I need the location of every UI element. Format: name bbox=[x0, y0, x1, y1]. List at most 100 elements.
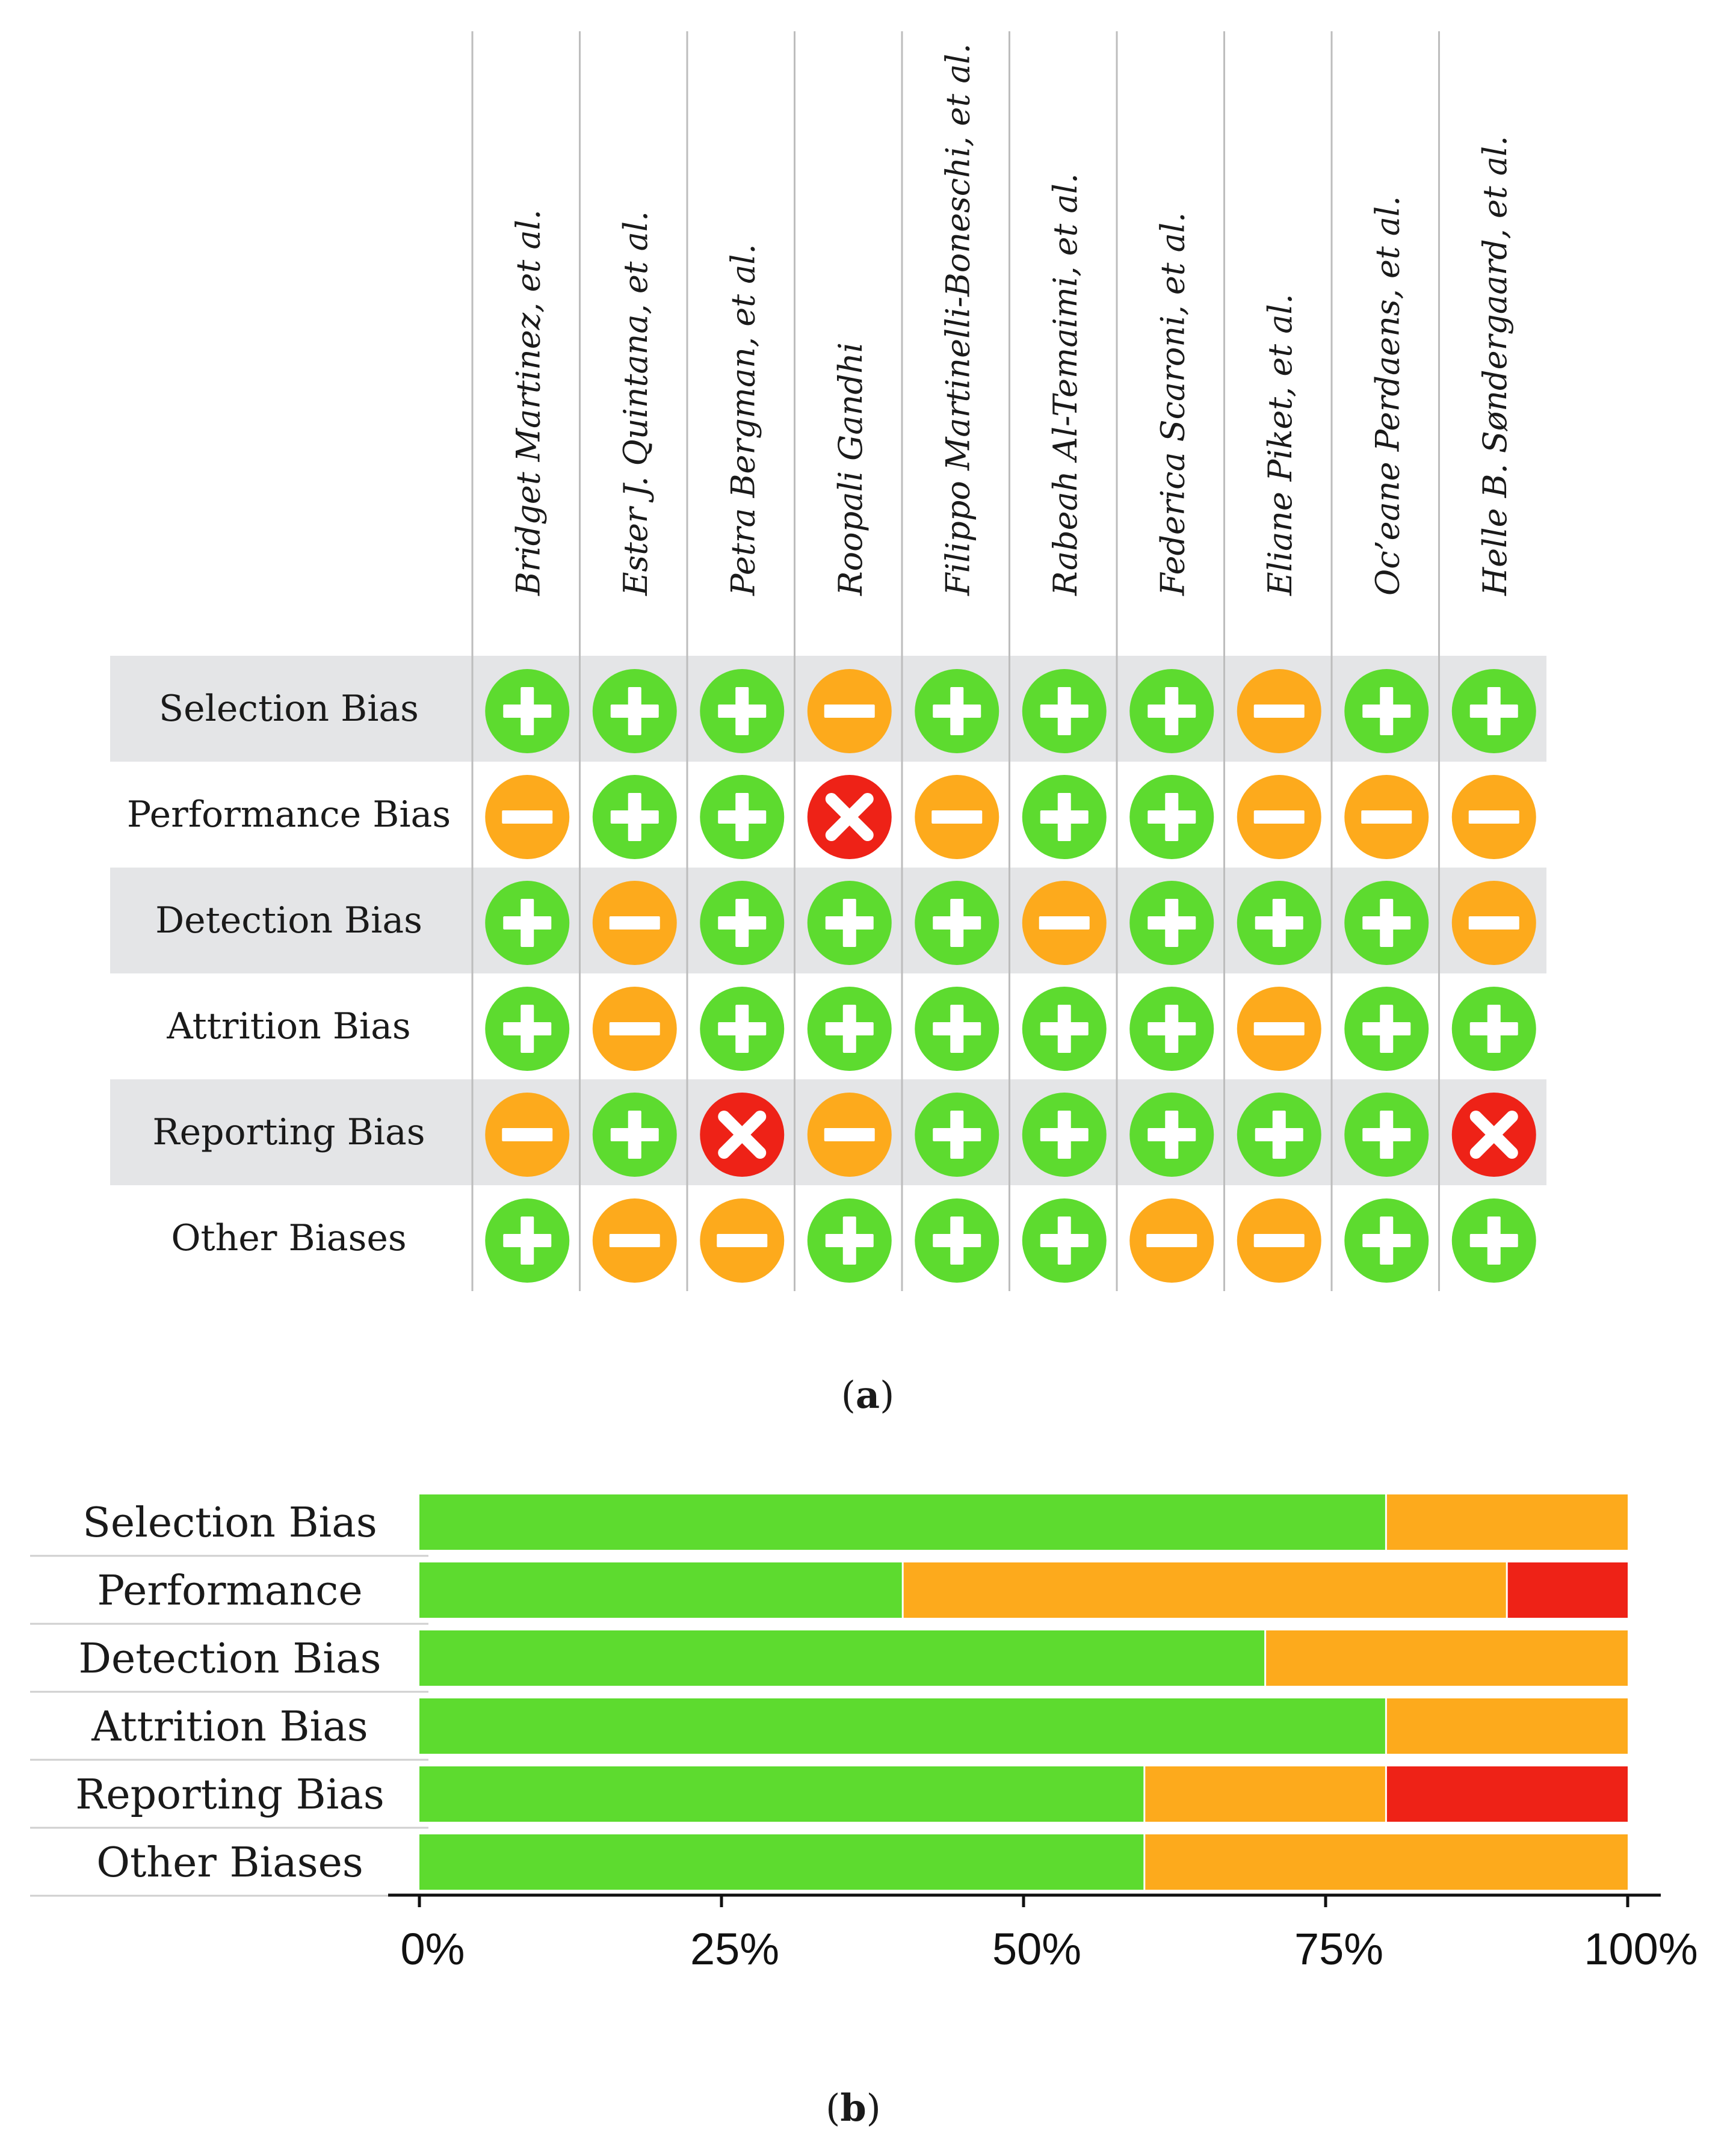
low-risk-icon bbox=[807, 987, 892, 1071]
low-risk-icon bbox=[915, 1093, 999, 1177]
low-risk-icon bbox=[1022, 775, 1107, 859]
low-risk-icon bbox=[1344, 1093, 1429, 1177]
low-risk-icon bbox=[1129, 1093, 1214, 1177]
low-risk-icon bbox=[1451, 669, 1536, 753]
panel-b-caption: (b) bbox=[826, 2086, 881, 2130]
category-label-other-biases: Other Biases bbox=[96, 1839, 363, 1887]
domain-label-reporting-bias: Reporting Bias bbox=[152, 1111, 425, 1153]
domain-labels: Selection Bias Performance Bias Detection … bbox=[127, 688, 451, 1259]
x-tick-label: 50% bbox=[992, 1924, 1081, 1974]
x-tick-label: 100% bbox=[1584, 1924, 1697, 1974]
low-risk-icon bbox=[700, 987, 785, 1071]
study-header-7: Federica Scaroni, et al. bbox=[1154, 212, 1191, 596]
panel-a-traffic-light-plot: Bridget Martinez, et al. Ester J. Quintan… bbox=[110, 31, 1546, 1417]
unclear-risk-icon bbox=[485, 775, 570, 859]
unclear-risk-icon bbox=[1022, 881, 1107, 965]
low-risk-icon bbox=[1129, 987, 1214, 1071]
study-header-3: Petra Bergman, et al. bbox=[724, 244, 762, 596]
bar-attrition-bias-unclear-risk bbox=[1386, 1698, 1628, 1754]
category-labels: Selection Bias Performance Detection Bias A… bbox=[30, 1499, 428, 1897]
bar-performance-high-risk bbox=[1507, 1562, 1628, 1618]
study-header-5: Filippo Martinelli-Boneschi, et al. bbox=[939, 43, 977, 596]
domain-label-performance-bias: Performance Bias bbox=[127, 794, 451, 836]
low-risk-icon bbox=[485, 669, 570, 753]
bar-performance-low-risk bbox=[419, 1562, 903, 1618]
low-risk-icon bbox=[807, 1198, 892, 1283]
low-risk-icon bbox=[1237, 881, 1321, 965]
study-header-1: Bridget Martinez, et al. bbox=[509, 209, 547, 596]
rating-cells bbox=[485, 669, 1536, 1283]
column-gridlines bbox=[471, 31, 1440, 1291]
bar-detection-bias-low-risk bbox=[419, 1630, 1265, 1686]
low-risk-icon bbox=[1451, 987, 1536, 1071]
study-header-4: Roopali Gandhi bbox=[832, 342, 870, 596]
unclear-risk-icon bbox=[1129, 1198, 1214, 1283]
bar-reporting-bias-high-risk bbox=[1386, 1766, 1628, 1822]
domain-label-selection-bias: Selection Bias bbox=[159, 688, 419, 730]
category-label-reporting-bias: Reporting Bias bbox=[75, 1771, 385, 1819]
low-risk-icon bbox=[915, 987, 999, 1071]
low-risk-icon bbox=[592, 1093, 677, 1177]
unclear-risk-icon bbox=[1451, 881, 1536, 965]
unclear-risk-icon bbox=[807, 1093, 892, 1177]
low-risk-icon bbox=[915, 669, 999, 753]
low-risk-icon bbox=[1344, 987, 1429, 1071]
study-header-2: Ester J. Quintana, et al. bbox=[617, 211, 655, 596]
high-risk-icon bbox=[700, 1093, 785, 1177]
low-risk-icon bbox=[915, 881, 999, 965]
study-header-8: Eliane Piket, et al. bbox=[1261, 294, 1299, 596]
bar-other-biases-low-risk bbox=[419, 1834, 1144, 1890]
study-headers: Bridget Martinez, et al. Ester J. Quintan… bbox=[509, 43, 1514, 596]
unclear-risk-icon bbox=[485, 1093, 570, 1177]
bar-detection-bias-unclear-risk bbox=[1265, 1630, 1628, 1686]
category-label-selection-bias: Selection Bias bbox=[82, 1499, 377, 1547]
x-tick-label: 25% bbox=[690, 1924, 779, 1974]
bar-attrition-bias-low-risk bbox=[419, 1698, 1386, 1754]
unclear-risk-icon bbox=[592, 987, 677, 1071]
low-risk-icon bbox=[1022, 987, 1107, 1071]
low-risk-icon bbox=[700, 881, 785, 965]
low-risk-icon bbox=[1022, 669, 1107, 753]
study-header-6: Rabeah Al-Temaimi, et al. bbox=[1046, 173, 1084, 596]
category-label-detection-bias: Detection Bias bbox=[79, 1635, 381, 1683]
low-risk-icon bbox=[700, 775, 785, 859]
unclear-risk-icon bbox=[1237, 987, 1321, 1071]
low-risk-icon bbox=[1451, 1198, 1536, 1283]
unclear-risk-icon bbox=[1237, 1198, 1321, 1283]
low-risk-icon bbox=[700, 669, 785, 753]
low-risk-icon bbox=[1129, 669, 1214, 753]
low-risk-icon bbox=[592, 775, 677, 859]
low-risk-icon bbox=[1344, 1198, 1429, 1283]
unclear-risk-icon bbox=[592, 881, 677, 965]
unclear-risk-icon bbox=[700, 1198, 785, 1283]
panel-b-summary-bar-chart: Selection Bias Performance Detection Bias A… bbox=[30, 1494, 1698, 2130]
low-risk-icon bbox=[1129, 775, 1214, 859]
category-label-performance: Performance bbox=[97, 1567, 362, 1615]
low-risk-icon bbox=[592, 669, 677, 753]
unclear-risk-icon bbox=[1451, 775, 1536, 859]
low-risk-icon bbox=[1022, 1198, 1107, 1283]
low-risk-icon bbox=[1129, 881, 1214, 965]
low-risk-icon bbox=[485, 1198, 570, 1283]
stacked-bars bbox=[419, 1494, 1628, 1890]
unclear-risk-icon bbox=[915, 775, 999, 859]
low-risk-icon bbox=[485, 987, 570, 1071]
bar-performance-unclear-risk bbox=[903, 1562, 1507, 1618]
unclear-risk-icon bbox=[1237, 669, 1321, 753]
low-risk-icon bbox=[807, 881, 892, 965]
high-risk-icon bbox=[1451, 1093, 1536, 1177]
bar-reporting-bias-unclear-risk bbox=[1144, 1766, 1386, 1822]
domain-label-attrition-bias: Attrition Bias bbox=[166, 1005, 410, 1047]
study-header-9: Oc’eane Perdaens, et al. bbox=[1368, 196, 1406, 596]
panel-a-caption: (a) bbox=[841, 1373, 895, 1417]
low-risk-icon bbox=[485, 881, 570, 965]
bar-reporting-bias-low-risk bbox=[419, 1766, 1144, 1822]
bar-selection-bias-low-risk bbox=[419, 1494, 1386, 1550]
unclear-risk-icon bbox=[1344, 775, 1429, 859]
low-risk-icon bbox=[1344, 881, 1429, 965]
low-risk-icon bbox=[1344, 669, 1429, 753]
high-risk-icon bbox=[807, 775, 892, 859]
unclear-risk-icon bbox=[807, 669, 892, 753]
low-risk-icon bbox=[1022, 1093, 1107, 1177]
